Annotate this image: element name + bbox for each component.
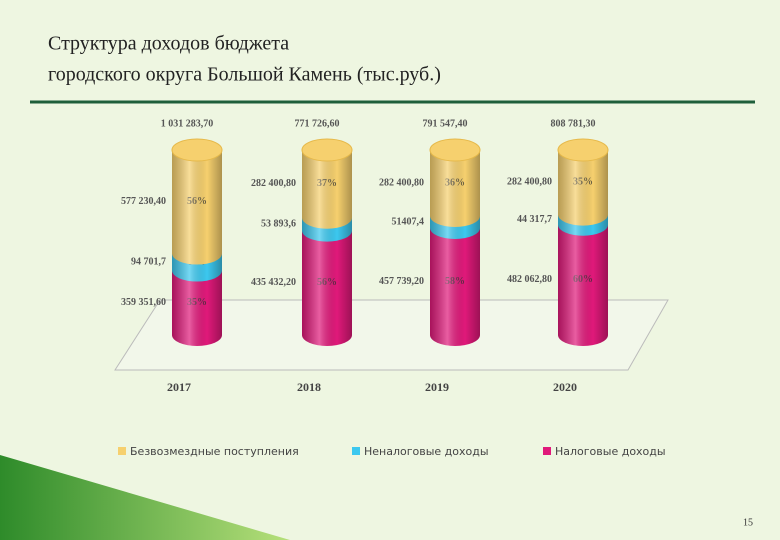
title-line: городского округа Большой Камень (тыс.ру… [48,64,441,86]
x-tick-label: 2019 [425,380,449,394]
cylinder-top [301,138,353,162]
total-label: 808 781,30 [551,118,596,129]
cylinder-top [171,138,223,162]
x-tick-label: 2018 [297,380,321,394]
title-line: Структура доходов бюджета [48,33,289,55]
legend-swatch [352,447,360,455]
cylinder-shade [430,150,480,346]
value-label: 44 317,7 [517,214,552,225]
value-label: 94 701,7 [131,256,166,267]
value-label: 282 400,80 [379,177,424,188]
decor-wedge [0,455,290,540]
cylinder-shade [558,150,608,346]
legend-swatch [543,447,551,455]
value-label: 457 739,20 [379,276,424,287]
value-label: 435 432,20 [251,277,296,288]
value-label: 282 400,80 [251,178,296,189]
total-label: 1 031 283,70 [161,118,214,129]
page-number: 15 [743,517,753,528]
value-label: 282 400,80 [507,177,552,188]
cylinder-shade [172,150,222,346]
legend-label: Неналоговые доходы [364,445,489,458]
value-label: 359 351,60 [121,297,166,308]
value-label: 482 062,80 [507,274,552,285]
cylinder-top [429,138,481,162]
cylinder-top [557,138,609,162]
total-label: 791 547,40 [423,118,468,129]
x-tick-label: 2017 [167,380,191,394]
legend-label: Налоговые доходы [555,445,666,458]
value-label: 577 230,40 [121,196,166,207]
total-label: 771 726,60 [295,118,340,129]
x-tick-label: 2020 [553,380,577,394]
value-label: 53 893,6 [261,218,296,229]
cylinder-shade [302,150,352,346]
legend-label: Безвозмездные поступления [130,445,299,458]
value-label: 51407,4 [392,216,425,227]
legend-swatch [118,447,126,455]
floor [114,299,669,371]
